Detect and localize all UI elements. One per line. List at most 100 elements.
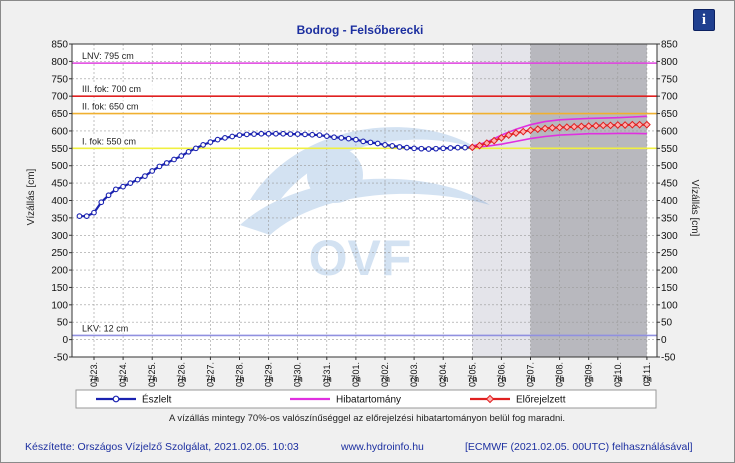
observed-point	[425, 146, 432, 152]
forecast-point	[635, 120, 644, 129]
observed-point	[374, 140, 381, 147]
y-tick-label-right: 400	[661, 196, 678, 207]
y-tick-label-right: 100	[661, 300, 678, 311]
x-tick-hour-label: 7h	[496, 374, 506, 384]
x-tick-date-label: 02.06.	[496, 362, 506, 387]
x-tick-date-label: 01.29.	[264, 362, 274, 387]
observed-point	[91, 209, 97, 216]
legend-label: Előrejelzett	[516, 395, 566, 406]
forecast-point	[541, 124, 549, 133]
x-tick-hour-label: 7h	[642, 374, 652, 384]
y-tick-label-left: 600	[51, 126, 68, 137]
legend-marker-diamond	[485, 394, 495, 404]
observed-point	[185, 148, 192, 155]
x-tick-date-label: 01.23.	[89, 362, 99, 387]
forecast-point	[628, 120, 637, 129]
forecast-point	[519, 127, 528, 136]
x-tick-hour-label: 7h	[584, 374, 594, 384]
observed-point	[200, 142, 206, 148]
observed-point	[243, 131, 250, 138]
probability-note: A vízállás mintegy 70%-os valószínűségge…	[169, 413, 565, 424]
y-tick-label-right: 650	[661, 109, 678, 120]
x-tick-date-label: 02.08.	[555, 362, 565, 387]
threshold-label-bg-0	[79, 50, 147, 62]
y-axis-label-right: Vízállás [cm]	[689, 180, 700, 237]
threshold-label-bg-2	[79, 100, 169, 112]
x-tick-hour-label: 7h	[118, 374, 128, 384]
legend-label: Észlelt	[142, 393, 172, 406]
y-tick-label-right: 700	[661, 92, 678, 103]
x-tick-hour-label: 7h	[264, 374, 274, 384]
x-tick-hour-label: 7h	[380, 374, 390, 384]
y-tick-label-right: 850	[661, 40, 678, 51]
legend-label: Hibatartomány	[336, 395, 401, 406]
observed-point	[251, 131, 257, 137]
x-tick-hour-label: 7h	[176, 374, 186, 384]
x-tick-hour-label: 7h	[409, 374, 419, 384]
observed-point	[396, 144, 403, 150]
observed-point	[222, 135, 228, 141]
x-tick-date-label: 02.02.	[380, 362, 390, 387]
y-tick-label-left: 50	[57, 318, 69, 329]
observed-point	[207, 139, 214, 145]
forecast-point	[533, 125, 542, 134]
forecast-point	[642, 120, 651, 129]
y-tick-label-right: 350	[661, 213, 678, 224]
observed-point	[331, 134, 337, 141]
y-tick-label-right: 300	[661, 231, 678, 242]
forecast-point	[526, 126, 535, 135]
x-tick-hour-label: 7h	[467, 374, 477, 384]
observed-point	[149, 168, 156, 174]
x-tick-date-label: 02.07.	[526, 362, 536, 387]
threshold-label-4: LKV: 12 cm	[82, 323, 128, 333]
observed-point	[280, 130, 287, 137]
y-tick-label-left: 350	[51, 213, 68, 224]
observed-point	[294, 131, 301, 137]
observed-point	[83, 213, 90, 219]
observed-point	[156, 163, 163, 170]
observed-point	[302, 131, 308, 138]
x-tick-hour-label: 7h	[293, 374, 303, 384]
x-tick-date-label: 02.10.	[613, 362, 623, 387]
observed-point	[229, 133, 236, 140]
observed-point	[367, 139, 374, 146]
x-tick-date-label: 01.30.	[293, 362, 303, 387]
y-tick-label-left: 400	[51, 196, 68, 207]
x-tick-hour-label: 7h	[322, 374, 332, 384]
forecast-point	[599, 121, 608, 130]
forecast-point	[504, 131, 513, 140]
watermark-text: OVF	[309, 230, 412, 286]
y-tick-label-left: 550	[51, 144, 68, 155]
x-tick-hour-label: 7h	[438, 374, 448, 384]
observed-point	[418, 145, 425, 152]
observed-point	[440, 145, 447, 152]
info-button[interactable]: i	[693, 9, 715, 31]
y-tick-label-right: 500	[661, 161, 678, 172]
observed-point	[105, 192, 112, 199]
observed-point	[309, 131, 316, 138]
y-axis-label-left: Vízállás [cm]	[26, 168, 37, 225]
observed-point	[447, 145, 454, 151]
observed-point	[382, 142, 388, 148]
x-tick-date-label: 01.24.	[118, 362, 128, 387]
observed-point	[454, 144, 461, 151]
observed-point	[338, 135, 345, 141]
x-tick-date-label: 01.28.	[235, 362, 245, 387]
x-tick-date-label: 02.04.	[438, 362, 448, 387]
observed-point	[127, 180, 134, 186]
forecast-point	[592, 121, 600, 130]
observed-point	[171, 156, 177, 163]
watermark-wave-2	[240, 178, 490, 235]
x-tick-hour-label: 7h	[234, 374, 244, 384]
y-tick-label-left: -50	[54, 353, 69, 364]
footer-site-link[interactable]: www.hydroinfo.hu	[341, 441, 424, 453]
watermark-drop	[307, 147, 363, 203]
x-tick-date-label: 02.09.	[584, 362, 594, 387]
x-tick-date-label: 02.05.	[467, 362, 477, 387]
observed-point	[163, 160, 170, 166]
y-tick-label-right: 750	[661, 74, 678, 85]
y-tick-label-right: 450	[661, 179, 678, 190]
observed-point	[316, 132, 323, 138]
x-tick-date-label: 01.27.	[205, 362, 215, 387]
threshold-label-3: I. fok: 550 cm	[82, 136, 136, 146]
